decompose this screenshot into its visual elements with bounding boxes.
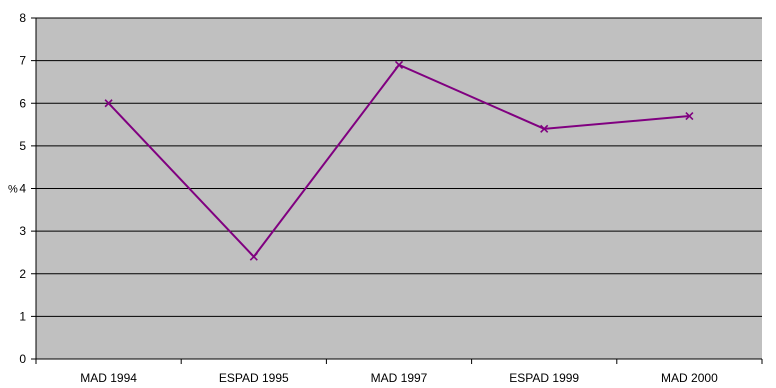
data-point [540,124,549,133]
y-axis-label: % [8,184,18,196]
data-point-stroke [249,252,258,261]
y-tick-label: 5 [19,139,26,153]
y-tick-label: 4 [19,182,26,196]
y-tick-label: 7 [19,54,26,68]
x-axis-ticks: MAD 1994 ESPAD 1995 MAD 1997 ESPAD 1999 MAD … [35,359,763,385]
y-tick-label: 0 [19,352,26,366]
data-point [394,60,404,69]
x-tick-label: MAD 1994 [80,371,137,385]
y-axis-ticks: 0 1 2 3 4 5 6 7 8 [19,11,36,366]
data-point-stroke [540,124,549,133]
gridlines [36,17,762,317]
y-tick-label: 6 [19,96,26,110]
data-point [104,99,113,108]
series-markers [104,60,694,261]
x-tick-label: MAD 1997 [371,371,428,385]
x-tick-label: MAD 2000 [661,371,718,385]
data-point [249,252,258,261]
data-point-stroke [394,60,404,69]
data-point-stroke [685,111,694,121]
x-tick-label: ESPAD 1995 [219,371,289,385]
y-tick-label: 3 [19,224,26,238]
x-tick-label: ESPAD 1999 [509,371,579,385]
y-tick-label: 1 [19,309,26,323]
y-tick-label: 2 [19,267,26,281]
data-point-stroke [104,99,113,108]
data-point [685,111,694,121]
y-tick-label: 8 [19,11,26,25]
